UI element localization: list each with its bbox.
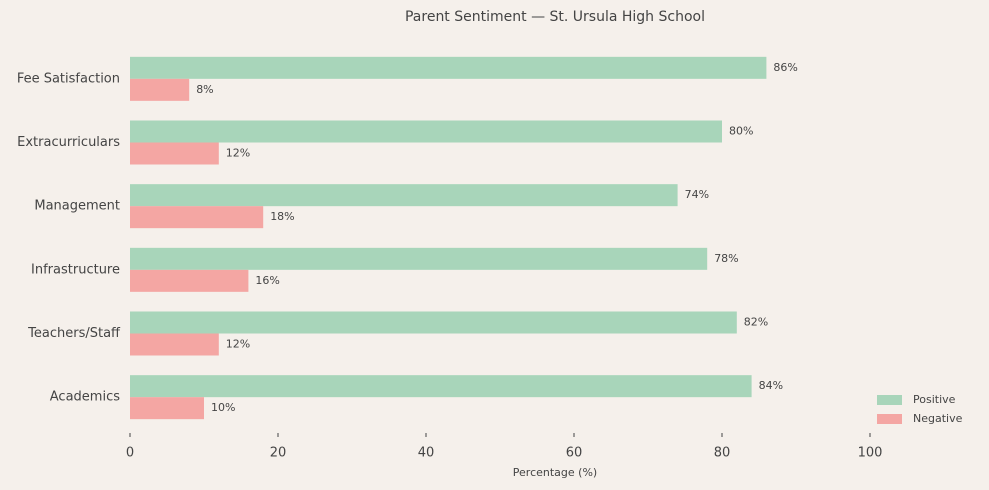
value-label: 16%: [255, 274, 279, 287]
legend-label: Negative: [913, 412, 963, 425]
bar: [130, 397, 204, 420]
bar: [130, 56, 767, 79]
value-label: 18%: [270, 210, 294, 223]
y-tick-label: Academics: [50, 390, 120, 405]
x-tick-label: 40: [418, 446, 435, 461]
x-tick-label: 60: [566, 446, 583, 461]
value-label: 74%: [685, 188, 709, 201]
bar: [130, 311, 737, 334]
value-label: 12%: [226, 147, 250, 160]
legend-swatch: [877, 414, 902, 424]
value-label: 82%: [744, 316, 768, 329]
value-label: 78%: [714, 252, 738, 265]
y-tick-label: Infrastructure: [31, 262, 120, 277]
bar: [130, 142, 219, 165]
y-tick-label: Management: [34, 199, 120, 214]
bar: [130, 247, 708, 270]
bar: [130, 206, 264, 229]
x-tick-label: 80: [714, 446, 731, 461]
bar: [130, 333, 219, 356]
bar: [130, 120, 722, 143]
x-tick-label: 20: [270, 446, 287, 461]
y-tick-label: Fee Satisfaction: [17, 71, 120, 86]
y-tick-label: Teachers/Staff: [27, 326, 121, 341]
value-label: 12%: [226, 338, 250, 351]
value-label: 80%: [729, 125, 753, 138]
chart-title: Parent Sentiment — St. Ursula High Schoo…: [405, 9, 705, 25]
value-label: 86%: [773, 61, 797, 74]
value-label: 8%: [196, 83, 213, 96]
x-tick-label: 0: [126, 446, 134, 461]
bar: [130, 375, 752, 398]
legend-swatch: [877, 395, 902, 405]
bar: [130, 184, 678, 207]
value-label: 84%: [759, 379, 783, 392]
x-tick-label: 100: [858, 446, 883, 461]
value-label: 10%: [211, 401, 235, 414]
y-tick-label: Extracurriculars: [17, 135, 120, 150]
legend-label: Positive: [913, 393, 956, 406]
x-axis-label: Percentage (%): [513, 466, 597, 479]
bar: [130, 78, 190, 101]
bar: [130, 269, 249, 292]
